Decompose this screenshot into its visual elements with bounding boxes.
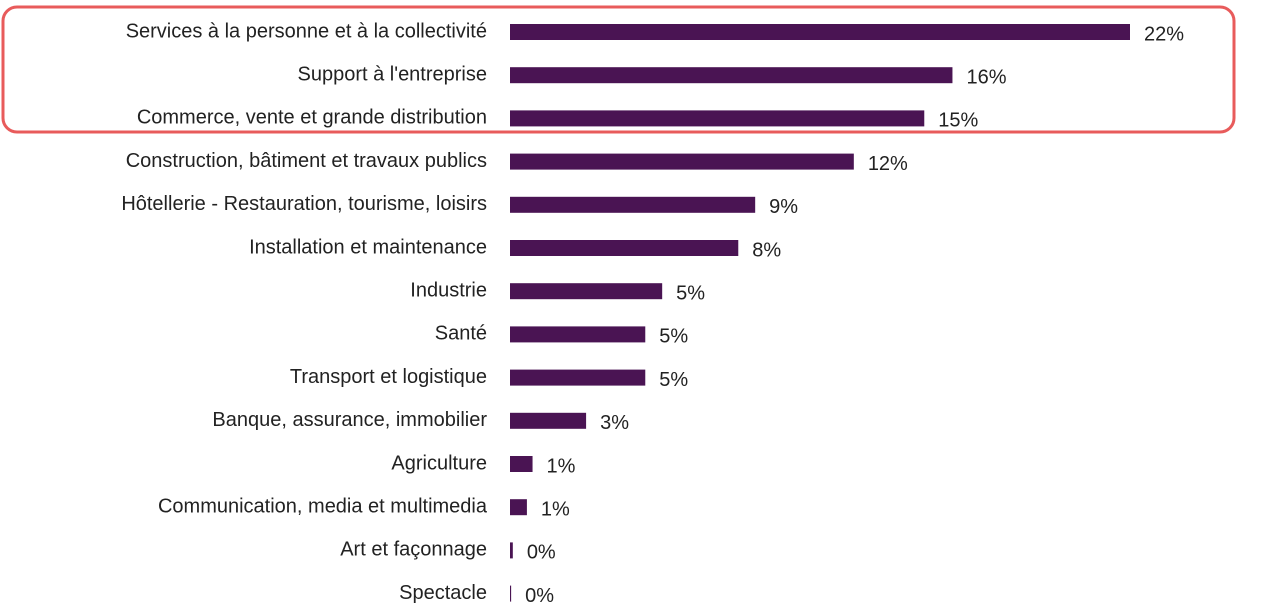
category-label: Support à l'entreprise (298, 63, 487, 85)
category-label: Spectacle (399, 582, 487, 604)
bar (510, 196, 756, 213)
category-label: Services à la personne et à la collectiv… (126, 20, 487, 42)
bar (510, 499, 527, 516)
value-label: 3% (600, 412, 629, 434)
bar (510, 542, 513, 559)
value-label: 1% (547, 455, 576, 477)
value-label: 5% (659, 326, 688, 348)
category-label: Communication, media et multimedia (158, 495, 488, 517)
value-label: 5% (659, 369, 688, 391)
value-label: 16% (966, 66, 1006, 88)
value-label: 22% (1144, 23, 1184, 45)
value-label: 12% (868, 153, 908, 175)
category-label: Installation et maintenance (249, 236, 487, 258)
category-label: Construction, bâtiment et travaux public… (126, 150, 487, 172)
category-label: Industrie (410, 279, 487, 301)
category-label: Art et façonnage (340, 539, 487, 561)
bar (510, 412, 587, 429)
highlight-box (1, 5, 1236, 134)
value-label: 0% (525, 585, 554, 605)
bar (510, 283, 663, 300)
bar (510, 326, 646, 343)
value-label: 8% (752, 239, 781, 261)
category-label: Hôtellerie - Restauration, tourisme, loi… (121, 193, 487, 215)
category-label: Banque, assurance, immobilier (212, 409, 487, 431)
value-label: 0% (527, 542, 556, 564)
bar (510, 456, 533, 472)
value-label: 1% (541, 498, 570, 520)
bar (510, 67, 953, 84)
bar (510, 24, 1130, 40)
bar (510, 240, 739, 256)
bar (510, 369, 646, 386)
value-label: 9% (769, 196, 798, 218)
category-label: Commerce, vente et grande distribution (137, 107, 487, 129)
bar (510, 585, 512, 602)
category-label: Agriculture (391, 452, 487, 474)
category-label: Santé (435, 323, 487, 345)
value-label: 5% (676, 282, 705, 304)
bar (510, 153, 854, 170)
category-label: Transport et logistique (290, 366, 487, 388)
value-label: 15% (938, 110, 978, 132)
bar (510, 110, 925, 127)
